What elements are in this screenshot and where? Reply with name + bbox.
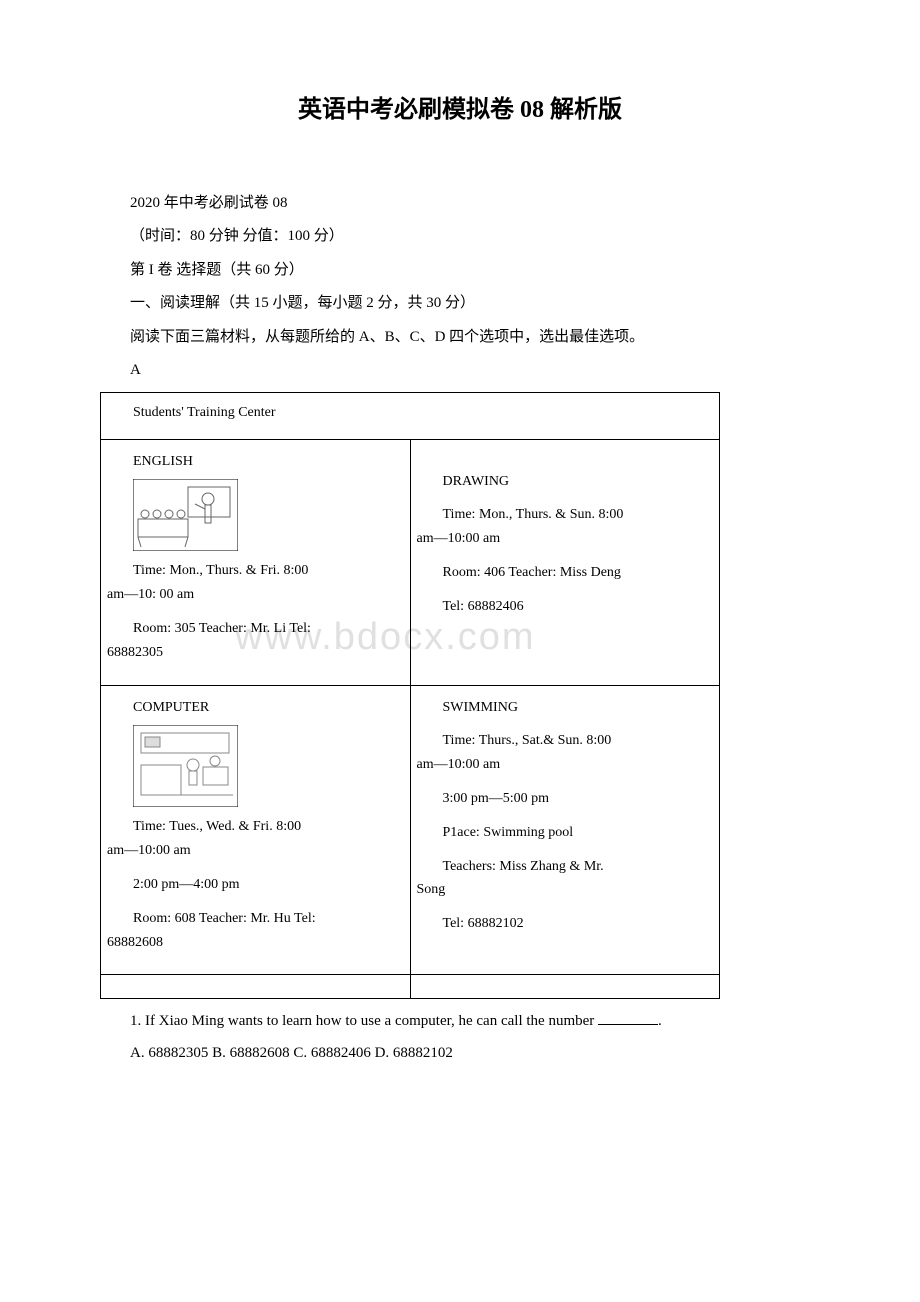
course-table: Students' Training Center ENGLISH <box>100 392 720 1000</box>
drawing-cell: DRAWING Time: Mon., Thurs. & Sun. 8:00 a… <box>410 439 720 685</box>
intro-line-2: （时间：80 分钟 分值：100 分） <box>100 224 820 250</box>
table-row-1: ENGLISH <box>101 439 720 685</box>
page-title: 英语中考必刷模拟卷 08 解析版 <box>100 90 820 131</box>
drawing-time: Time: Mon., Thurs. & Sun. 8:00 am—10:00 … <box>417 503 714 551</box>
intro-line-4: 一、阅读理解（共 15 小题，每小题 2 分，共 30 分） <box>100 291 820 317</box>
empty-cell-left <box>101 975 411 999</box>
english-cell: ENGLISH <box>101 439 411 685</box>
page-content: 英语中考必刷模拟卷 08 解析版 2020 年中考必刷试卷 08 （时间：80 … <box>100 90 820 1066</box>
computer-title: COMPUTER <box>133 696 404 720</box>
swimming-time: Time: Thurs., Sat.& Sun. 8:00 am—10:00 a… <box>417 729 714 777</box>
table-header-row: Students' Training Center <box>101 392 720 439</box>
question-1-text: 1. If Xiao Ming wants to learn how to us… <box>130 1009 820 1035</box>
computer-cell: COMPUTER <box>101 685 411 975</box>
intro-line-5: 阅读下面三篇材料，从每题所给的 A、B、C、D 四个选项中，选出最佳选项。 <box>100 325 820 351</box>
drawing-title: DRAWING <box>443 470 714 494</box>
swimming-cell: SWIMMING Time: Thurs., Sat.& Sun. 8:00 a… <box>410 685 720 975</box>
intro-line-3: 第 I 卷 选择题（共 60 分） <box>100 258 820 284</box>
training-center-title: Students' Training Center <box>133 401 713 425</box>
swimming-teachers: Teachers: Miss Zhang & Mr. Song <box>417 855 714 903</box>
drawing-room: Room: 406 Teacher: Miss Deng <box>443 561 714 585</box>
computer-room: Room: 608 Teacher: Mr. Hu Tel: 68882608 <box>107 907 404 955</box>
table-header-cell: Students' Training Center <box>101 392 720 439</box>
question-1-options: A. 68882305 B. 68882608 C. 68882406 D. 6… <box>130 1041 820 1067</box>
english-image <box>133 479 404 551</box>
swimming-tel: Tel: 68882102 <box>443 912 714 936</box>
intro-line-6: A <box>100 358 820 384</box>
english-title: ENGLISH <box>133 450 404 474</box>
drawing-tel: Tel: 68882406 <box>443 595 714 619</box>
intro-line-1: 2020 年中考必刷试卷 08 <box>100 191 820 217</box>
table-empty-row <box>101 975 720 999</box>
english-time: Time: Mon., Thurs. & Fri. 8:00 am—10: 00… <box>107 559 404 607</box>
course-table-wrapper: Students' Training Center ENGLISH <box>100 392 820 1000</box>
empty-cell-right <box>410 975 720 999</box>
blank-line <box>598 1010 658 1025</box>
computer-time2: 2:00 pm—4:00 pm <box>133 873 404 897</box>
computer-time: Time: Tues., Wed. & Fri. 8:00 am—10:00 a… <box>107 815 404 863</box>
table-row-2: COMPUTER <box>101 685 720 975</box>
swimming-title: SWIMMING <box>443 696 714 720</box>
computer-image <box>133 725 404 807</box>
swimming-place: P1ace: Swimming pool <box>443 821 714 845</box>
english-room: Room: 305 Teacher: Mr. Li Tel: 68882305 <box>107 617 404 665</box>
swimming-time2: 3:00 pm—5:00 pm <box>443 787 714 811</box>
